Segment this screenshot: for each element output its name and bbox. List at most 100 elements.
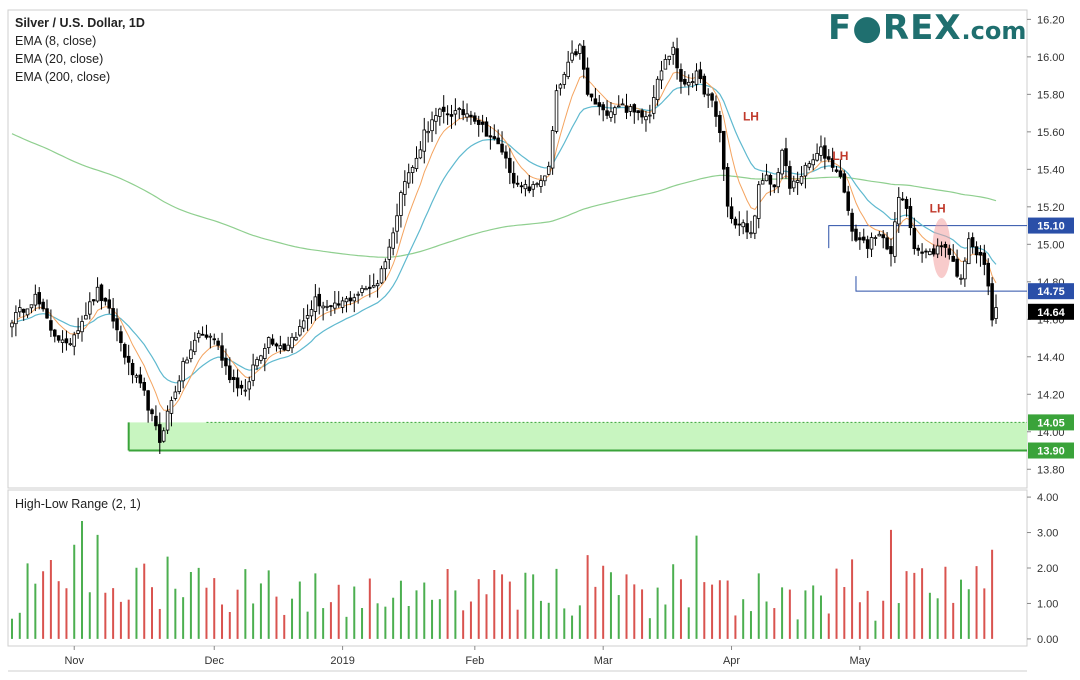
candle-body bbox=[865, 239, 870, 249]
candle-body bbox=[107, 299, 111, 309]
candle-body bbox=[247, 381, 252, 390]
candle-body bbox=[476, 120, 481, 125]
candle-body bbox=[714, 101, 718, 117]
candle-body bbox=[340, 300, 345, 308]
candle-body bbox=[679, 69, 683, 82]
candle-body bbox=[154, 415, 158, 427]
candle-body bbox=[185, 359, 189, 364]
candle-body bbox=[228, 365, 232, 381]
candle-body bbox=[811, 159, 815, 166]
candle-body bbox=[344, 298, 349, 303]
candle-body bbox=[29, 304, 34, 309]
candle-body bbox=[702, 75, 707, 95]
legend-ema-20: EMA (20, close) bbox=[15, 52, 104, 66]
candle-body bbox=[80, 321, 84, 333]
candle-body bbox=[624, 105, 629, 113]
candle-body bbox=[504, 151, 508, 159]
candle-body bbox=[426, 130, 430, 134]
candle-body bbox=[554, 90, 559, 132]
forex-logo: F●REX.com bbox=[828, 8, 1026, 48]
candle-body bbox=[453, 110, 458, 115]
candle-body bbox=[784, 148, 788, 167]
candle-body bbox=[768, 175, 773, 185]
candle-body bbox=[375, 283, 380, 287]
candle-body bbox=[546, 165, 551, 175]
candle-body bbox=[461, 109, 465, 116]
candle-body bbox=[313, 296, 318, 312]
candle-body bbox=[158, 424, 162, 443]
candle-body bbox=[204, 334, 209, 338]
candle-body bbox=[756, 184, 761, 219]
candle-body bbox=[760, 180, 765, 185]
logo-text-suffix: .com bbox=[961, 17, 1027, 45]
candle-body bbox=[165, 410, 170, 431]
candle-body bbox=[177, 380, 182, 392]
candle-body bbox=[655, 78, 660, 101]
candle-body bbox=[943, 244, 948, 248]
ema-8-line bbox=[11, 71, 997, 411]
candle-body bbox=[753, 215, 757, 234]
price-tick-label: 15.60 bbox=[1037, 127, 1065, 139]
candle-body bbox=[294, 336, 298, 341]
candle-body bbox=[10, 322, 14, 328]
range-tick-label: 1.00 bbox=[1037, 598, 1058, 610]
candle-body bbox=[123, 344, 127, 358]
candle-body bbox=[562, 74, 567, 85]
candle-body bbox=[126, 355, 131, 363]
candle-body bbox=[33, 293, 38, 306]
legend-ema-8: EMA (8, close) bbox=[15, 34, 97, 48]
candle-body bbox=[379, 268, 384, 284]
candle-body bbox=[146, 390, 150, 411]
candle-body bbox=[274, 343, 279, 347]
candle-body bbox=[869, 237, 874, 250]
candle-body bbox=[99, 284, 104, 302]
candle-body bbox=[142, 381, 146, 391]
candle-body bbox=[842, 173, 847, 193]
candle-body bbox=[68, 343, 73, 346]
candle-body bbox=[686, 81, 691, 86]
candle-body bbox=[830, 158, 835, 168]
candle-body bbox=[336, 303, 341, 306]
time-tick-label: May bbox=[849, 655, 870, 667]
candle-body bbox=[620, 103, 625, 106]
ema-200-line bbox=[11, 133, 997, 258]
candle-body bbox=[690, 81, 695, 84]
time-tick-label: 2019 bbox=[330, 655, 354, 667]
candle-body bbox=[671, 46, 675, 55]
candle-body bbox=[329, 305, 333, 308]
candle-body bbox=[259, 355, 263, 361]
time-tick-label: Mar bbox=[594, 655, 613, 667]
candle-body bbox=[826, 156, 831, 160]
candle-body bbox=[578, 44, 582, 54]
candle-body bbox=[873, 237, 878, 239]
candle-body bbox=[648, 114, 652, 117]
candle-body bbox=[527, 186, 532, 192]
candle-body bbox=[119, 331, 123, 344]
candle-body bbox=[795, 180, 800, 183]
candle-body bbox=[500, 143, 504, 153]
candle-body bbox=[21, 308, 26, 313]
candle-body bbox=[169, 400, 174, 414]
candle-body bbox=[278, 345, 283, 349]
candle-body bbox=[286, 344, 290, 351]
candle-body bbox=[216, 340, 220, 346]
candle-body bbox=[473, 115, 477, 122]
candle-body bbox=[951, 255, 955, 262]
candle-body bbox=[978, 251, 983, 256]
candle-body bbox=[387, 246, 392, 260]
candle-body bbox=[780, 149, 784, 175]
range-tick-label: 4.00 bbox=[1037, 492, 1058, 504]
candle-body bbox=[352, 297, 357, 302]
candle-body bbox=[791, 180, 796, 189]
candle-body bbox=[208, 335, 213, 338]
candle-body bbox=[95, 286, 100, 302]
candle-body bbox=[76, 330, 80, 334]
candle-body bbox=[173, 391, 178, 399]
candle-body bbox=[613, 107, 617, 115]
price-label-zone-bottom: 13.90 bbox=[1037, 446, 1065, 458]
price-tick-label: 16.00 bbox=[1037, 52, 1065, 64]
candle-body bbox=[301, 320, 306, 329]
candle-body bbox=[290, 336, 294, 349]
candle-body bbox=[449, 114, 454, 117]
